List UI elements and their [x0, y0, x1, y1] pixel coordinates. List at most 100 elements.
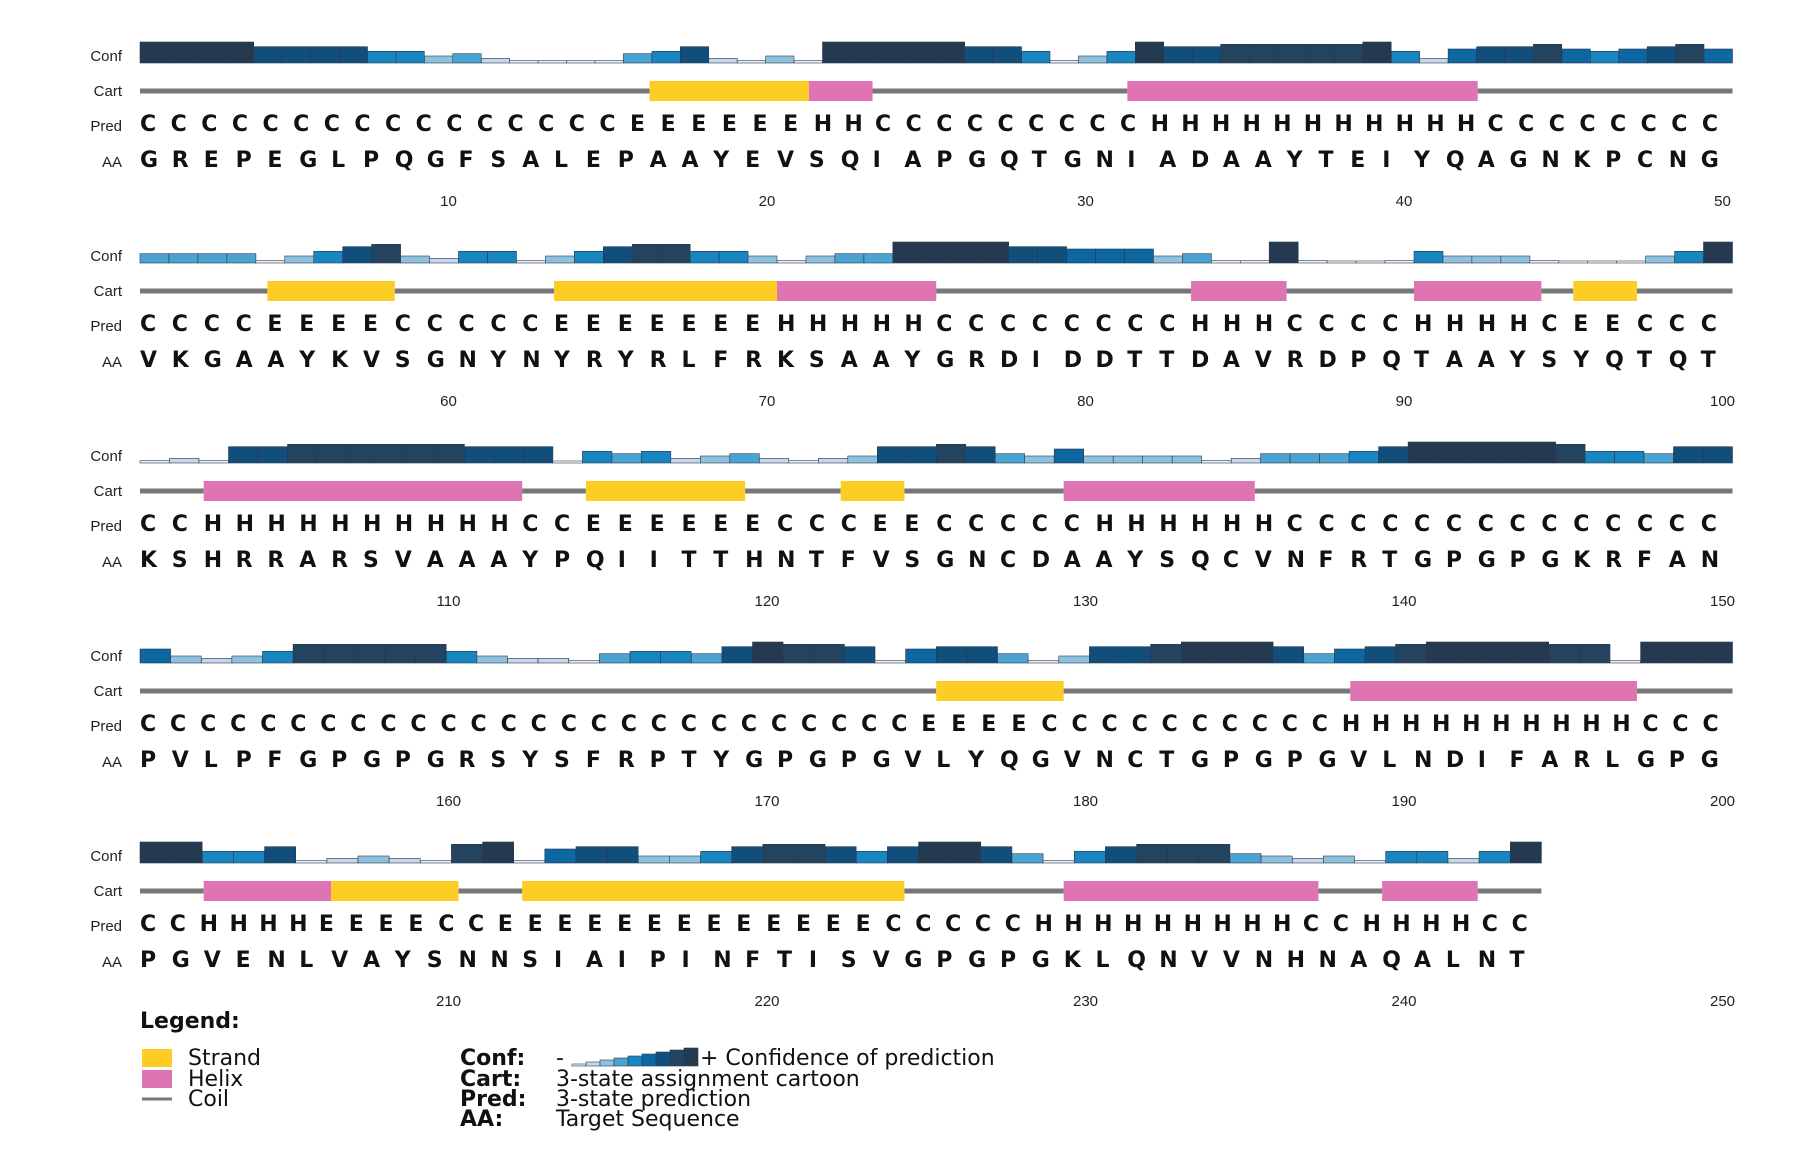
- conf-bar: [284, 255, 315, 264]
- pred-char: E: [617, 912, 632, 937]
- pred-char: C: [1701, 312, 1717, 337]
- pred-char: H: [1446, 312, 1464, 337]
- pred-char: H: [1191, 512, 1209, 537]
- pred-char: C: [490, 312, 506, 337]
- aa-char: G: [1032, 748, 1050, 773]
- pred-char: C: [1350, 312, 1366, 337]
- cartoon-helix: [203, 881, 332, 901]
- aa-char: G: [1701, 148, 1719, 173]
- conf-bar: [1675, 43, 1705, 64]
- aa-char: R: [586, 348, 603, 373]
- pred-char: C: [711, 712, 727, 737]
- conf-bar: [262, 650, 294, 664]
- cartoon-coil: [745, 488, 841, 494]
- pred-char: C: [599, 112, 615, 137]
- pred-char: H: [873, 312, 891, 337]
- conf-bar: [1078, 55, 1108, 64]
- pred-char: H: [1154, 912, 1172, 937]
- aa-char: Y: [1126, 548, 1144, 573]
- aa-char: G: [172, 948, 190, 973]
- conf-bar: [1112, 455, 1143, 464]
- pred-char: C: [324, 112, 340, 137]
- pred-char: C: [232, 112, 248, 137]
- conf-bar: [197, 253, 228, 264]
- aa-char: N: [522, 348, 540, 373]
- aa-char: A: [1446, 348, 1463, 373]
- pred-char: E: [873, 512, 888, 537]
- conf-bar: [568, 660, 600, 664]
- cartoon-strand: [585, 481, 746, 501]
- legend-aa-text: Target Sequence: [555, 1107, 740, 1132]
- conf-bar: [233, 850, 265, 864]
- conf-bar: [611, 453, 642, 464]
- pred-char: C: [861, 712, 877, 737]
- aa-char: Q: [841, 148, 860, 173]
- conf-bar: [844, 646, 876, 664]
- aa-char: F: [841, 548, 856, 573]
- pred-char: H: [1582, 712, 1600, 737]
- pred-char: H: [1365, 112, 1383, 137]
- legend-conf-minus: -: [556, 1046, 564, 1071]
- aa-char: A: [267, 348, 284, 373]
- aa-char: N: [1096, 748, 1114, 773]
- aa-char: Y: [521, 748, 539, 773]
- aa-char: T: [1319, 148, 1334, 173]
- cartoon-coil: [1477, 88, 1733, 94]
- pred-char: E: [331, 312, 346, 337]
- aa-char: N: [1159, 948, 1177, 973]
- aa-char: Y: [1413, 148, 1431, 173]
- conf-bar: [1558, 260, 1589, 264]
- pred-char: C: [140, 512, 156, 537]
- aa-char: L: [936, 748, 950, 773]
- aa-char: A: [841, 348, 858, 373]
- aa-char: A: [236, 348, 253, 373]
- pred-char: H: [1462, 712, 1480, 737]
- conf-bar: [1362, 41, 1392, 64]
- pred-char: E: [745, 312, 760, 337]
- conf-bar: [1487, 641, 1519, 664]
- aa-char: P: [1350, 348, 1366, 373]
- conf-bar: [323, 643, 355, 664]
- aa-char: G: [968, 948, 986, 973]
- pred-char: C: [1252, 712, 1268, 737]
- conf-bar: [1364, 646, 1396, 664]
- cartoon-strand: [649, 81, 809, 101]
- conf-bar: [1673, 446, 1704, 464]
- pred-char: H: [1304, 112, 1322, 137]
- aa-char: Q: [1000, 748, 1019, 773]
- pred-char: H: [809, 312, 827, 337]
- pred-char: C: [230, 712, 246, 737]
- pred-char: C: [1605, 512, 1621, 537]
- legend-conf-step: [571, 1063, 587, 1067]
- pred-char: C: [501, 712, 517, 737]
- position-tick: 20: [759, 193, 776, 210]
- pred-char: C: [1478, 512, 1494, 537]
- aa-char: I: [650, 548, 658, 573]
- pred-char: H: [1372, 712, 1390, 737]
- conf-bar: [1504, 46, 1534, 64]
- conf-bar: [415, 643, 447, 664]
- conf-bar: [575, 846, 608, 864]
- aa-char: V: [777, 148, 794, 173]
- pred-char: C: [172, 512, 188, 537]
- conf-bar: [537, 60, 567, 64]
- legend-strand-swatch: [142, 1049, 172, 1067]
- row-label-conf: Conf: [90, 848, 123, 865]
- aa-char: A: [427, 548, 444, 573]
- pred-char: C: [531, 712, 547, 737]
- aa-char: A: [682, 148, 699, 173]
- aa-char: T: [682, 748, 697, 773]
- aa-char: Q: [1127, 948, 1146, 973]
- pred-char: C: [385, 112, 401, 137]
- conf-bar: [253, 46, 283, 64]
- conf-bar: [905, 648, 937, 664]
- conf-bar: [1037, 246, 1067, 264]
- aa-char: T: [1637, 348, 1652, 373]
- row-label-aa: AA: [102, 154, 122, 171]
- conf-bar: [1163, 46, 1193, 64]
- conf-bar: [326, 857, 359, 864]
- cartoon-coil: [904, 888, 1064, 894]
- pred-char: C: [777, 512, 793, 537]
- conf-bar: [855, 850, 888, 864]
